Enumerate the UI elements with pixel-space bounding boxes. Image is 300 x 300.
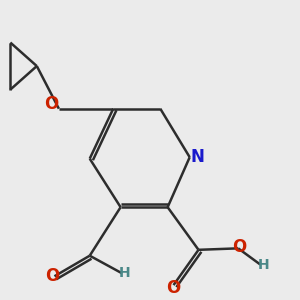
Text: O: O [232, 238, 247, 256]
Text: O: O [45, 267, 59, 285]
Text: H: H [257, 257, 269, 272]
Text: O: O [44, 95, 58, 113]
Text: N: N [190, 148, 204, 166]
Text: O: O [167, 279, 181, 297]
Text: H: H [119, 266, 131, 280]
